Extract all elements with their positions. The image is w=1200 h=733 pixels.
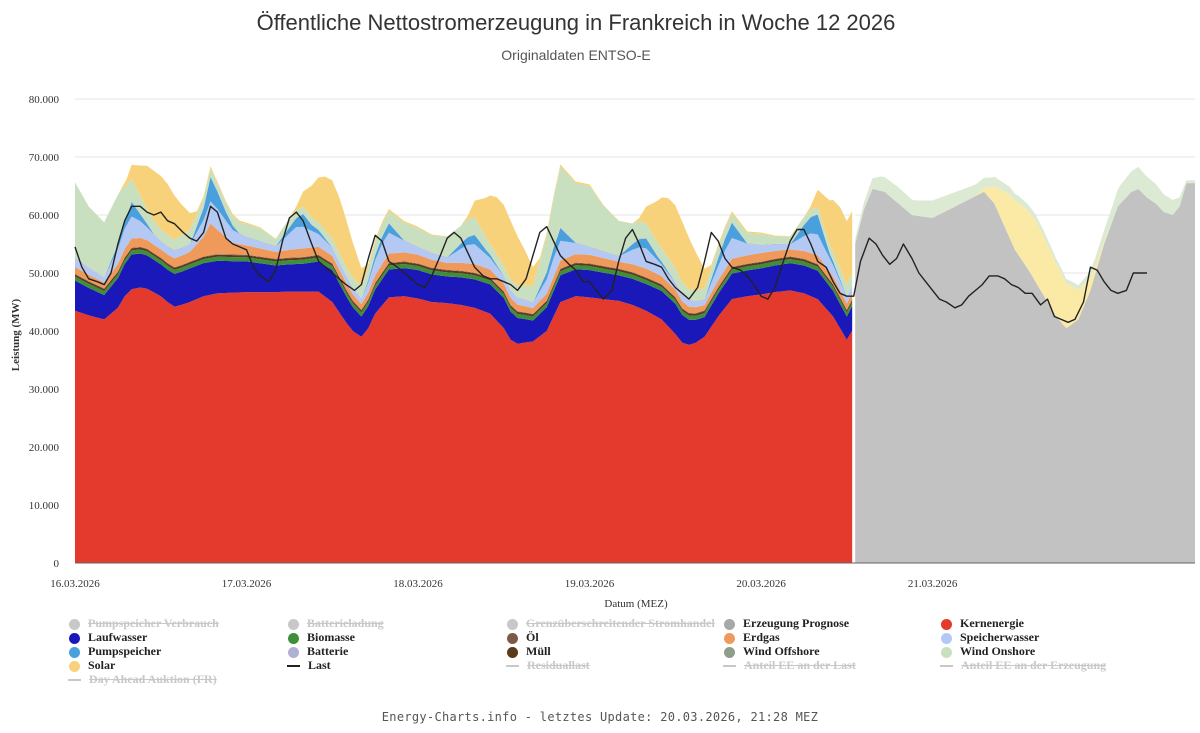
legend-item-laufwasser[interactable]: Laufwasser — [68, 630, 147, 644]
x-tick-label: 17.03.2026 — [222, 578, 272, 590]
legend-dot-icon — [941, 646, 952, 658]
y-tick-label: 60.000 — [29, 210, 60, 222]
legend-item-batterieladung[interactable]: Batterieladung — [287, 616, 384, 630]
y-tick-label: 0 — [54, 558, 60, 570]
legend-item-anteil-ee-an-der-last[interactable]: Anteil EE an der Last — [723, 658, 856, 672]
legend-dot-icon — [724, 632, 735, 644]
legend-label: Day Ahead Auktion (FR) — [89, 672, 217, 686]
legend-item-day-ahead-auktion-fr[interactable]: Day Ahead Auktion (FR) — [68, 672, 217, 686]
legend-item-müll[interactable]: Müll — [506, 644, 551, 658]
legend-item-anteil-ee-an-der-erzeugung[interactable]: Anteil EE an der Erzeugung — [940, 658, 1106, 672]
legend-label: Speicherwasser — [960, 630, 1040, 644]
x-tick-label: 20.03.2026 — [736, 578, 786, 590]
area-speicherwasser — [75, 201, 854, 309]
legend-label: Wind Offshore — [743, 644, 820, 658]
x-tick-label: 21.03.2026 — [908, 578, 958, 590]
y-tick-label: 20.000 — [29, 442, 60, 454]
legend-label: Erdgas — [743, 630, 780, 644]
area-laufwasser — [75, 253, 854, 345]
area-solar-prognose — [853, 183, 1195, 329]
legend-item-erzeugung-prognose[interactable]: Erzeugung Prognose — [723, 616, 849, 630]
y-tick-label: 40.000 — [29, 326, 60, 338]
x-tick-label: 19.03.2026 — [565, 578, 615, 590]
area-solar — [75, 164, 854, 291]
legend-label: Wind Onshore — [960, 644, 1036, 658]
legend-line-icon — [506, 665, 519, 668]
legend-dot-icon — [507, 618, 518, 630]
legend-dot-icon — [69, 632, 80, 644]
y-tick-label: 70.000 — [29, 152, 60, 164]
x-tick-label: 18.03.2026 — [393, 578, 443, 590]
y-tick-label: 10.000 — [29, 500, 60, 512]
legend-label: Batterieladung — [307, 616, 384, 630]
legend-label: Residuallast — [527, 658, 590, 672]
line-last — [74, 205, 1147, 323]
legend-item-pumpspeicher-verbrauch[interactable]: Pumpspeicher Verbrauch — [68, 616, 219, 630]
legend-line-icon — [68, 679, 81, 682]
legend-label: Anteil EE an der Erzeugung — [961, 658, 1107, 672]
legend-item-erdgas[interactable]: Erdgas — [723, 630, 780, 644]
area-erdgas — [75, 223, 854, 314]
y-axis-label: Leistung (MW) — [10, 298, 22, 371]
legend-label: Kernenergie — [960, 616, 1024, 630]
area-müll — [75, 247, 854, 317]
legend-label: Biomasse — [307, 630, 355, 644]
legend-label: Öl — [526, 630, 539, 644]
legend-line-icon — [723, 665, 736, 668]
legend-label: Pumpspeicher Verbrauch — [88, 616, 219, 630]
legend-item-residuallast[interactable]: Residuallast — [506, 658, 590, 672]
area-wind-onshore — [75, 166, 854, 303]
legend-dot-icon — [941, 632, 952, 644]
legend-dot-icon — [69, 618, 80, 630]
legend-label: Solar — [88, 658, 116, 672]
y-tick-label: 30.000 — [29, 384, 60, 396]
chart-canvas: 0 10.000 20.000 30.000 40.000 50.000 60.000 70.… — [10, 94, 1195, 610]
legend-dot-icon — [941, 618, 952, 630]
legend-dot-icon — [724, 618, 735, 630]
legend-label: Grenzüberschreitender Stromhandel — [526, 616, 715, 630]
legend-dot-icon — [507, 632, 518, 644]
legend-label: Pumpspeicher — [88, 644, 162, 658]
legend-label: Last — [308, 658, 331, 672]
legend-item-pumpspeicher[interactable]: Pumpspeicher — [68, 644, 161, 658]
legend-label: Anteil EE an der Last — [744, 658, 856, 672]
y-tick-label: 80.000 — [29, 94, 60, 106]
legend-dot-icon — [288, 618, 299, 630]
footer-update-note: Energy-Charts.info - letztes Update: 20.… — [381, 710, 819, 724]
area-layer — [75, 159, 1195, 563]
area-kernenergie — [75, 287, 854, 563]
area-erzeugung-prognose — [853, 183, 1195, 563]
legend-item-wind-offshore[interactable]: Wind Offshore — [723, 644, 820, 658]
line-layer — [74, 205, 1147, 323]
legend-label: Batterie — [307, 644, 349, 658]
legend-label: Laufwasser — [88, 630, 148, 644]
legend-item-batterie[interactable]: Batterie — [287, 644, 348, 658]
legend-item-solar[interactable]: Solar — [68, 658, 115, 672]
x-tick-label: 16.03.2026 — [50, 578, 100, 590]
legend-item-last[interactable]: Last — [287, 658, 331, 672]
y-tick-label: 50.000 — [29, 268, 60, 280]
legend-item-öl[interactable]: Öl — [506, 630, 539, 644]
legend-line-icon — [940, 665, 953, 668]
axis-layer: 0 10.000 20.000 30.000 40.000 50.000 60.000 70.… — [29, 94, 1195, 590]
legend-item-kernenergie[interactable]: Kernenergie — [940, 616, 1024, 630]
legend-line-icon — [287, 665, 300, 668]
legend-dot-icon — [724, 646, 735, 658]
legend-item-grenzüberschreitender-stromhandel[interactable]: Grenzüberschreitender Stromhandel — [506, 616, 715, 630]
legend-item-biomasse[interactable]: Biomasse — [287, 630, 355, 644]
legend-dot-icon — [69, 660, 80, 672]
legend-label: Erzeugung Prognose — [743, 616, 850, 630]
legend-item-speicherwasser[interactable]: Speicherwasser — [940, 630, 1039, 644]
legend-item-wind-onshore[interactable]: Wind Onshore — [940, 644, 1035, 658]
legend-dot-icon — [288, 646, 299, 658]
area-biomasse — [75, 249, 854, 321]
legend-dot-icon — [288, 632, 299, 644]
chart-subtitle: Originaldaten ENTSO-E — [501, 47, 651, 63]
legend-dot-icon — [69, 646, 80, 658]
chart-title: Öffentliche Nettostromerzeugung in Frank… — [256, 10, 896, 35]
x-axis-label: Datum (MEZ) — [604, 598, 668, 610]
legend-label: Müll — [526, 644, 551, 658]
legend-dot-icon — [507, 646, 518, 658]
